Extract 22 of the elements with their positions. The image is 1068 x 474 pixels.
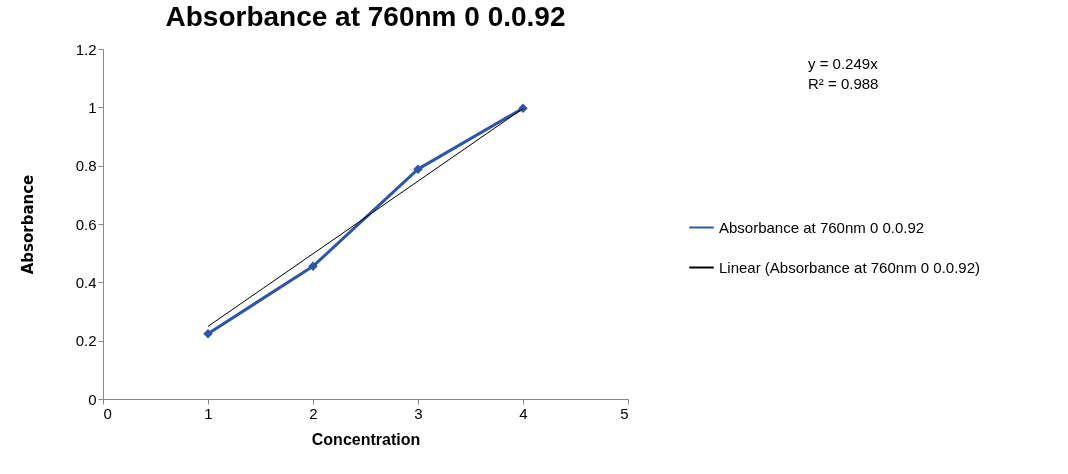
y-tick-label: 0 [88, 390, 97, 408]
legend-label: Absorbance at 760nm 0 0.0.92 [719, 218, 925, 236]
x-axis-title: Concentration [311, 430, 421, 448]
y-tick-label: 0.4 [75, 273, 97, 291]
y-tick-label: 0.8 [75, 157, 97, 175]
x-tick-label: 2 [309, 404, 318, 422]
y-tick-label: 1.2 [75, 40, 97, 58]
y-axis-title: Absorbance [18, 174, 37, 275]
legend-label: Linear (Absorbance at 760nm 0 0.0.92) [719, 258, 980, 276]
text: R² = 0.988 [808, 75, 879, 92]
point [308, 261, 318, 272]
text: y = 0.249x [808, 55, 879, 72]
x-tick-label: 3 [414, 404, 423, 422]
x-tick-label: 4 [519, 404, 528, 422]
y-tick-label: 0.6 [75, 215, 97, 233]
x-tick-label: 5 [620, 404, 629, 422]
point [203, 328, 213, 339]
y-tick-label: 1 [88, 98, 97, 116]
x-tick-label: 0 [103, 404, 112, 422]
chart-title: Absorbance at 760nm 0 0.0.92 [165, 1, 566, 32]
y-tick-label: 0.2 [75, 332, 97, 350]
x-tick-label: 1 [204, 404, 213, 422]
